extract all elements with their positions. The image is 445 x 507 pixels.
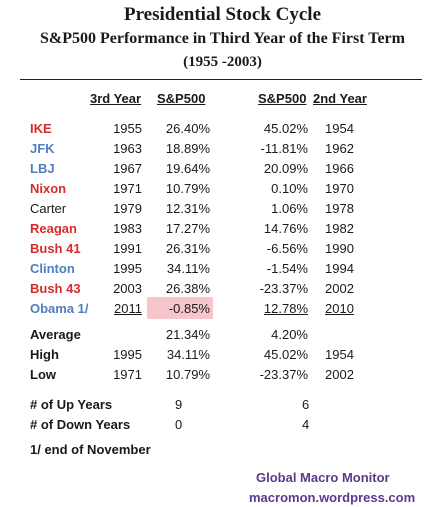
header-sp500-second: S&P500 [258,91,307,106]
low-year-second: 2002 [325,367,354,382]
second-year: 1966 [325,161,354,176]
second-year: 1954 [325,121,354,136]
second-year-return: 20.09% [263,161,308,176]
average-second: 4.20% [271,327,308,342]
third-year: 1991 [113,241,142,256]
up-years-second: 6 [302,397,310,412]
low-year-third: 1971 [113,367,142,382]
third-year-return: 26.38% [165,281,210,296]
president-name: Bush 43 [30,281,81,296]
president-name: Obama 1/ [30,301,89,316]
president-name: LBJ [30,161,55,176]
credit-url: macromon.wordpress.com [249,490,416,505]
third-year-return: 10.79% [165,181,210,196]
second-year-return: -23.37% [259,281,308,296]
second-year-return: -1.54% [266,261,308,276]
average-label: Average [30,327,81,342]
high-year-third: 1995 [113,347,142,362]
down-years-label: # of Down Years [30,417,131,432]
up-years-third: 9 [175,397,183,412]
page-subtitle: S&P500 Performance in Third Year of the … [40,30,405,47]
second-year: 1970 [325,181,354,196]
third-year: 1995 [113,261,142,276]
divider [20,79,422,80]
third-year-return: 26.31% [165,241,210,256]
period-label: (1955 -2003) [183,54,262,70]
third-year: 1963 [113,141,142,156]
down-years-second: 4 [302,417,310,432]
second-year-return: 14.76% [263,221,308,236]
president-name: IKE [30,121,52,136]
second-year-return: -11.81% [260,141,308,156]
obama-highlight [147,297,213,319]
header-second-year: 2nd Year [313,91,367,106]
second-year: 1994 [325,261,354,276]
third-year: 1971 [113,181,142,196]
third-year: 1955 [113,121,142,136]
second-year: 1962 [325,141,354,156]
second-year-return: -6.56% [266,241,308,256]
credit-title: Global Macro Monitor [256,470,390,485]
high-year-second: 1954 [325,347,354,362]
third-year: 2003 [113,281,142,296]
low-third: 10.79% [165,367,210,382]
average-third: 21.34% [165,327,210,342]
high-label: High [30,347,59,362]
second-year: 2010 [325,301,354,316]
president-name: Nixon [30,181,67,196]
third-year-return: 26.40% [165,121,210,136]
third-year: 1979 [113,201,142,216]
third-year: 2011 [114,301,142,316]
third-year-return: 34.11% [166,261,210,276]
second-year-return: 1.06% [271,201,308,216]
president-name: Bush 41 [30,241,81,256]
second-year-return: 0.10% [271,181,308,196]
down-years-third: 0 [175,417,183,432]
second-year: 1982 [325,221,354,236]
footnote: 1/ end of November [30,442,151,457]
low-label: Low [30,367,56,382]
third-year-return: 17.27% [165,221,210,236]
president-name: JFK [30,141,55,156]
up-years-label: # of Up Years [30,397,113,412]
page-title: Presidential Stock Cycle [123,4,321,25]
third-year-return: -0.85% [168,301,210,316]
second-year: 2002 [325,281,354,296]
high-second: 45.02% [263,347,308,362]
third-year: 1967 [113,161,142,176]
second-year-return: 45.02% [263,121,308,136]
second-year: 1990 [325,241,354,256]
third-year: 1983 [113,221,142,236]
third-year-return: 18.89% [165,141,210,156]
second-year: 1978 [325,201,354,216]
header-third-year: 3rd Year [90,91,142,106]
header-sp500-third: S&P500 [157,91,206,106]
low-second: -23.37% [259,367,308,382]
second-year-return: 12.78% [263,301,308,316]
president-name: Reagan [30,221,77,236]
president-name: Carter [30,201,67,216]
high-third: 34.11% [166,347,210,362]
president-name: Clinton [30,261,75,276]
third-year-return: 12.31% [165,201,210,216]
third-year-return: 19.64% [165,161,210,176]
